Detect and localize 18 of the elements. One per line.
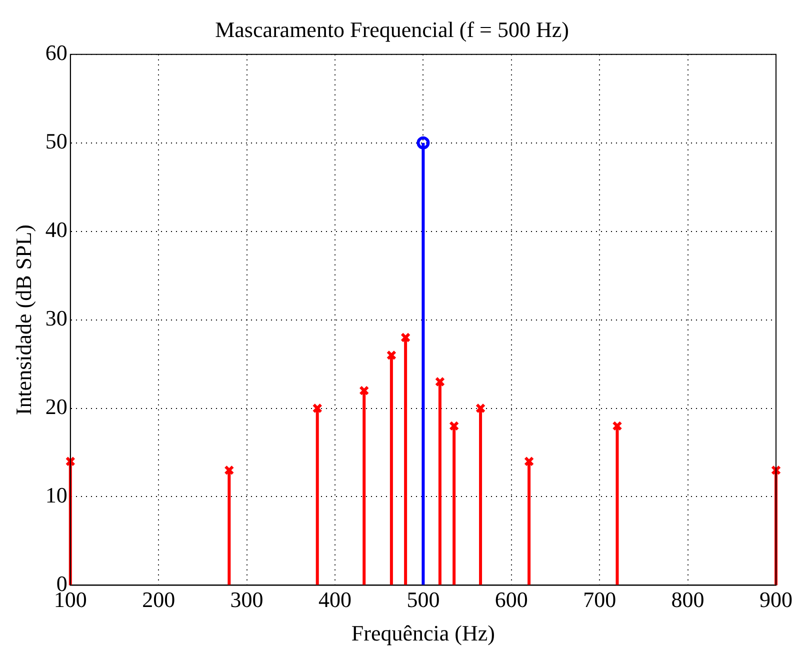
x-axis-title: Frequência (Hz) <box>351 620 495 646</box>
x-tick-label: 900 <box>760 587 792 612</box>
y-tick-label: 10 <box>45 482 68 508</box>
y-axis-title: Intensidade (dB SPL) <box>10 224 36 416</box>
y-tick-label: 60 <box>45 40 68 66</box>
x-tick-label: 400 <box>318 587 352 612</box>
x-tick-label: 500 <box>406 587 440 612</box>
y-tick-label: 40 <box>45 217 68 242</box>
y-tick-label: 30 <box>45 306 68 331</box>
chart-title: Mascaramento Frequencial (f = 500 Hz) <box>215 16 569 42</box>
y-tick-label: 50 <box>45 128 68 154</box>
y-tick-label: 20 <box>45 394 68 420</box>
x-tick-label: 800 <box>671 587 704 612</box>
x-tick-label: 600 <box>494 587 528 612</box>
x-tick-label: 300 <box>230 587 264 612</box>
x-tick-label: 700 <box>583 587 616 612</box>
point <box>416 136 430 150</box>
x-tick-label: 200 <box>142 587 176 612</box>
